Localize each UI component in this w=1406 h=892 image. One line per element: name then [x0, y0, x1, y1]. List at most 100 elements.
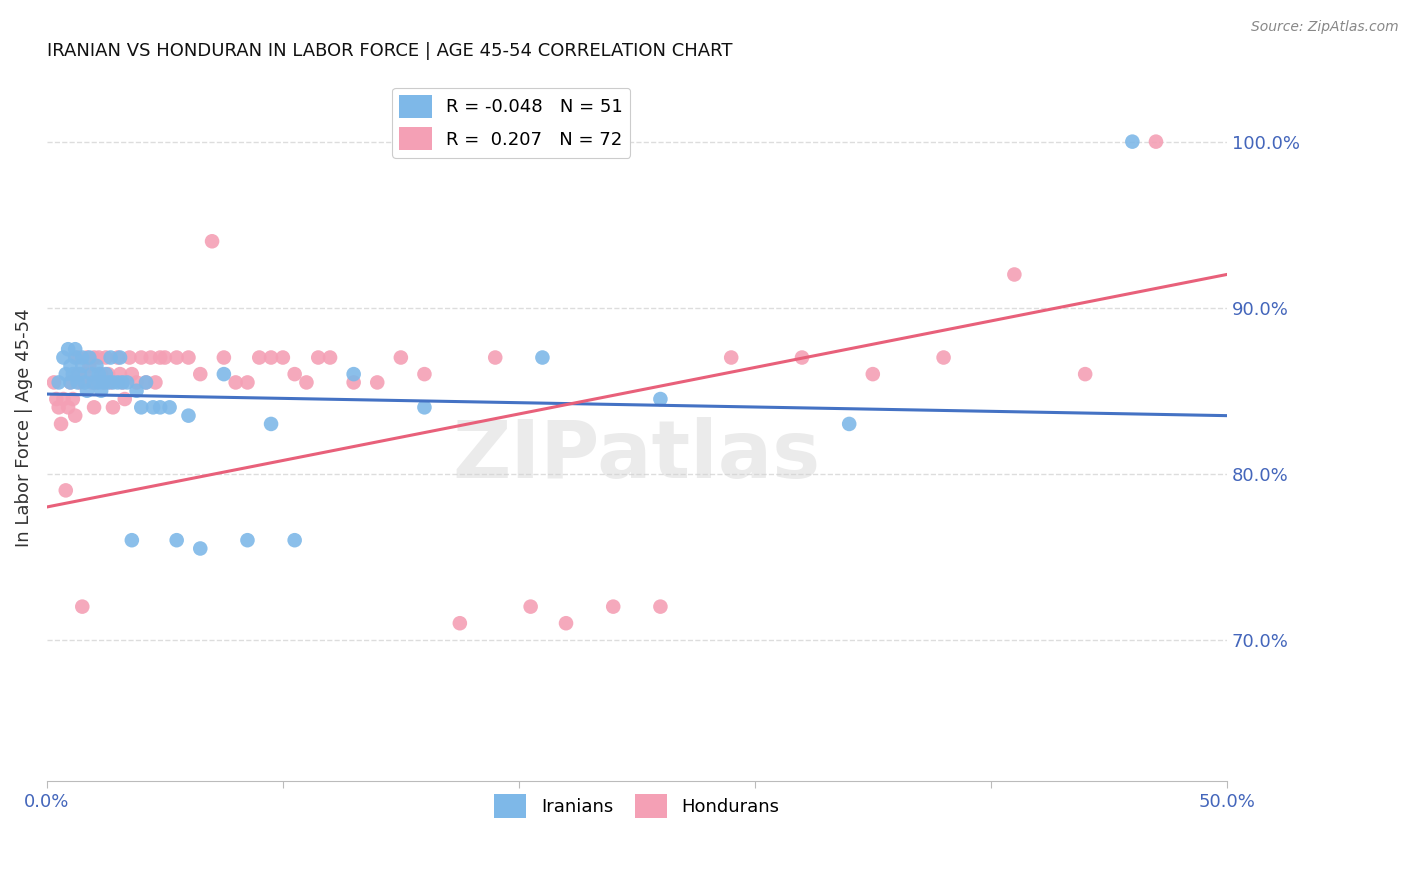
Point	[108, 351, 131, 365]
Point	[343, 376, 366, 390]
Point	[166, 533, 188, 548]
Point	[153, 351, 176, 365]
Point	[1144, 135, 1167, 149]
Point	[413, 401, 436, 415]
Point	[101, 401, 124, 415]
Point	[62, 367, 84, 381]
Point	[48, 376, 70, 390]
Point	[107, 376, 129, 390]
Point	[125, 384, 148, 398]
Point	[90, 367, 112, 381]
Point	[236, 376, 259, 390]
Point	[531, 351, 554, 365]
Point	[139, 351, 162, 365]
Point	[166, 351, 188, 365]
Point	[55, 483, 77, 498]
Point	[69, 376, 91, 390]
Point	[838, 417, 860, 431]
Point	[56, 401, 79, 415]
Point	[63, 342, 86, 356]
Point	[52, 351, 75, 365]
Point	[135, 376, 157, 390]
Point	[602, 599, 624, 614]
Point	[76, 351, 98, 365]
Point	[90, 384, 112, 398]
Point	[100, 351, 122, 365]
Point	[87, 376, 110, 390]
Point	[519, 599, 541, 614]
Point	[129, 351, 152, 365]
Point	[135, 376, 157, 390]
Point	[66, 367, 89, 381]
Point	[177, 351, 200, 365]
Point	[284, 533, 307, 548]
Point	[59, 376, 82, 390]
Point	[720, 351, 742, 365]
Point	[247, 351, 270, 365]
Point	[94, 351, 117, 365]
Point	[1002, 268, 1025, 282]
Point	[121, 367, 143, 381]
Point	[343, 367, 366, 381]
Point	[59, 359, 82, 373]
Point	[93, 376, 115, 390]
Point	[389, 351, 412, 365]
Point	[862, 367, 884, 381]
Point	[87, 351, 110, 365]
Point	[86, 376, 108, 390]
Text: ZIPatlas: ZIPatlas	[453, 417, 821, 495]
Point	[271, 351, 294, 365]
Point	[149, 401, 172, 415]
Point	[484, 351, 506, 365]
Point	[63, 351, 86, 365]
Point	[83, 376, 105, 390]
Point	[212, 367, 235, 381]
Point	[42, 376, 65, 390]
Point	[111, 376, 134, 390]
Point	[284, 367, 307, 381]
Text: Source: ZipAtlas.com: Source: ZipAtlas.com	[1251, 20, 1399, 34]
Point	[932, 351, 955, 365]
Point	[97, 376, 120, 390]
Point	[1074, 367, 1097, 381]
Point	[73, 376, 96, 390]
Point	[114, 392, 136, 406]
Point	[62, 392, 84, 406]
Point	[94, 367, 117, 381]
Point	[86, 359, 108, 373]
Point	[69, 367, 91, 381]
Point	[79, 359, 101, 373]
Point	[145, 376, 167, 390]
Point	[366, 376, 388, 390]
Point	[49, 417, 72, 431]
Point	[80, 367, 103, 381]
Point	[201, 234, 224, 248]
Point	[449, 616, 471, 631]
Point	[650, 392, 672, 406]
Point	[66, 376, 89, 390]
Point	[55, 367, 77, 381]
Point	[72, 359, 94, 373]
Point	[142, 401, 165, 415]
Point	[107, 351, 129, 365]
Point	[56, 342, 79, 356]
Point	[129, 401, 152, 415]
Point	[118, 351, 141, 365]
Point	[225, 376, 247, 390]
Point	[111, 376, 134, 390]
Point	[63, 409, 86, 423]
Point	[97, 367, 120, 381]
Legend: Iranians, Hondurans: Iranians, Hondurans	[486, 788, 787, 825]
Point	[115, 376, 138, 390]
Point	[80, 376, 103, 390]
Text: IRANIAN VS HONDURAN IN LABOR FORCE | AGE 45-54 CORRELATION CHART: IRANIAN VS HONDURAN IN LABOR FORCE | AGE…	[46, 42, 733, 60]
Point	[52, 392, 75, 406]
Point	[319, 351, 342, 365]
Point	[108, 367, 131, 381]
Point	[188, 367, 211, 381]
Point	[72, 351, 94, 365]
Point	[45, 392, 67, 406]
Point	[48, 401, 70, 415]
Point	[790, 351, 813, 365]
Point	[121, 533, 143, 548]
